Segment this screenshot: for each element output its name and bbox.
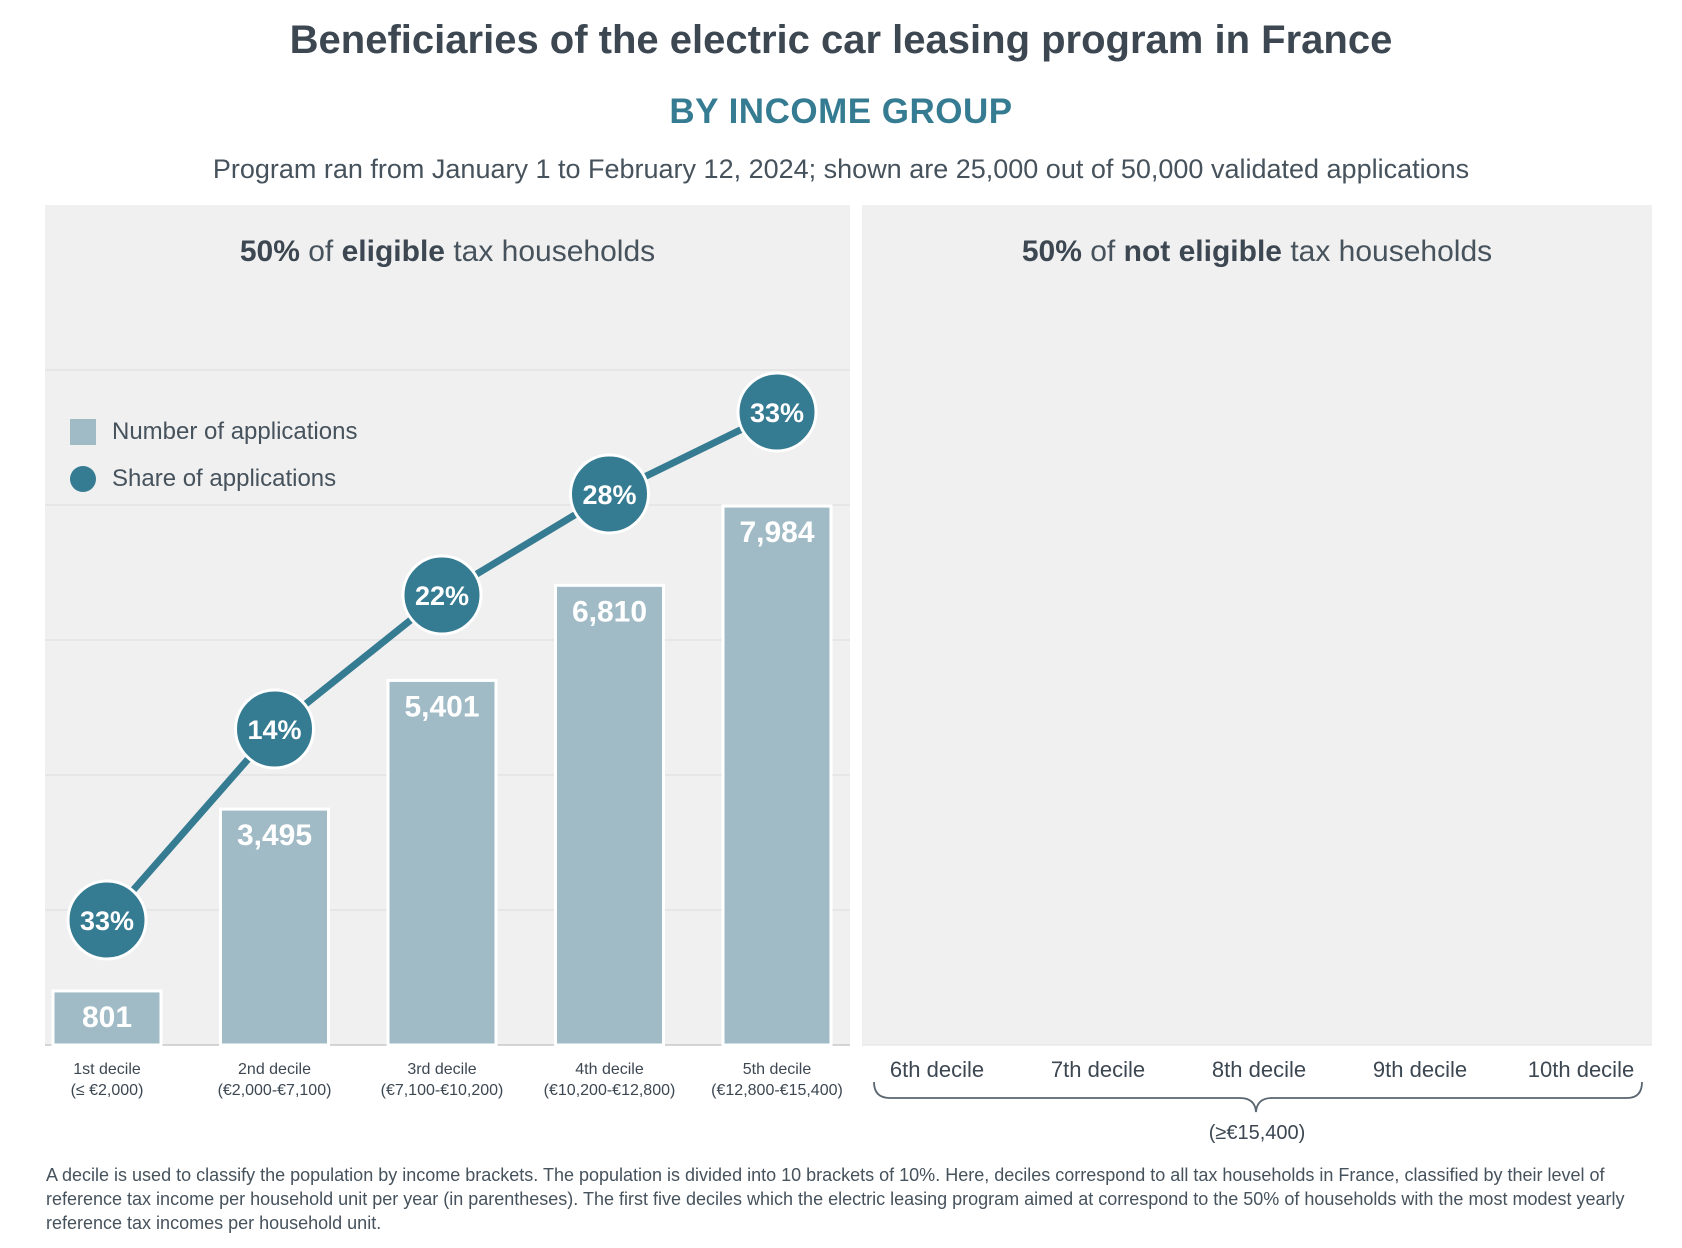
decile-name: 1st decile (73, 1061, 141, 1078)
bar (721, 504, 833, 1047)
upper-deciles-brace (873, 1081, 1643, 1113)
footnote: A decile is used to classify the populat… (46, 1165, 1625, 1233)
bar-swatch-icon (70, 418, 96, 445)
share-dot (66, 879, 148, 961)
chart-subtitle: BY INCOME GROUP (669, 92, 1013, 131)
share-dot (736, 371, 818, 453)
decile-range: (€7,100-€10,200) (380, 1082, 504, 1099)
x-tick-label: 5th decile (€12,800-€15,400) (692, 1059, 862, 1101)
share-value-label: 33% (80, 906, 134, 936)
decile-range: (€2,000-€7,100) (217, 1082, 332, 1099)
legend: Number of applications Share of applicat… (70, 408, 357, 502)
decile-name: 2nd decile (238, 1061, 311, 1078)
legend-item-bars: Number of applications (70, 408, 357, 455)
bar-value-label: 801 (82, 1001, 132, 1034)
upper-deciles-range: (≥€15,400) (1208, 1122, 1306, 1144)
eligible-pct: 50% (239, 235, 300, 268)
not-eligible-panel-heading: 50% of not eligible tax households (862, 235, 1652, 269)
eligible-key: eligible (341, 235, 445, 268)
x-tick-label-empty: 9th decile (1372, 1057, 1468, 1082)
not-eligible-key: not eligible (1123, 235, 1282, 268)
decile-name: 4th decile (575, 1061, 644, 1078)
share-dot (234, 688, 315, 770)
decile-name: 3rd decile (407, 1061, 477, 1078)
decile-range: (€10,200-€12,800) (543, 1082, 676, 1099)
share-dot (401, 554, 483, 636)
legend-bars-label: Number of applications (112, 417, 358, 445)
x-tick-label: 1st decile (≤ €2,000) (22, 1059, 192, 1101)
share-value-label: 22% (415, 581, 469, 611)
chart-title: Beneficiaries of the electric car leasin… (289, 18, 1393, 62)
x-tick-label: 2nd decile (€2,000-€7,100) (190, 1059, 360, 1101)
legend-dots-label: Share of applications (112, 464, 337, 492)
bar-value-label: 5,401 (404, 690, 479, 723)
bar (554, 583, 665, 1047)
bar-value-label: 7,984 (739, 516, 814, 549)
x-tick-label-empty: 10th decile (1527, 1057, 1635, 1082)
x-tick-label-empty: 6th decile (889, 1057, 985, 1082)
eligible-of: of (308, 235, 334, 268)
decile-range: (€12,800-€15,400) (711, 1082, 843, 1099)
decile-range: (≤ €2,000) (70, 1082, 144, 1099)
not-eligible-panel: 50% of not eligible tax households (862, 205, 1652, 1045)
bar-value-label: 3,495 (237, 819, 312, 852)
x-tick-label: 4th decile (€10,200-€12,800) (525, 1059, 695, 1101)
bar (219, 807, 330, 1047)
bar (386, 678, 498, 1047)
x-tick-label: 3rd decile (€7,100-€10,200) (357, 1059, 527, 1101)
not-eligible-rest: tax households (1290, 235, 1493, 268)
bar (51, 989, 163, 1047)
share-value-label: 28% (582, 480, 636, 510)
share-value-label: 33% (750, 398, 804, 428)
not-eligible-pct: 50% (1021, 235, 1082, 268)
eligible-rest: tax households (453, 235, 656, 268)
dot-swatch-icon (70, 465, 96, 492)
x-tick-label-empty: 8th decile (1211, 1057, 1307, 1082)
share-dot (569, 453, 650, 535)
eligible-panel-heading: 50% of eligible tax households (45, 235, 850, 269)
legend-item-dots: Share of applications (70, 455, 357, 502)
not-eligible-of: of (1090, 235, 1116, 268)
chart-note: Program ran from January 1 to February 1… (212, 154, 1470, 184)
share-value-label: 14% (247, 715, 301, 745)
x-tick-label-empty: 7th decile (1050, 1057, 1146, 1082)
bar-value-label: 6,810 (572, 595, 647, 628)
decile-name: 5th decile (742, 1061, 812, 1078)
